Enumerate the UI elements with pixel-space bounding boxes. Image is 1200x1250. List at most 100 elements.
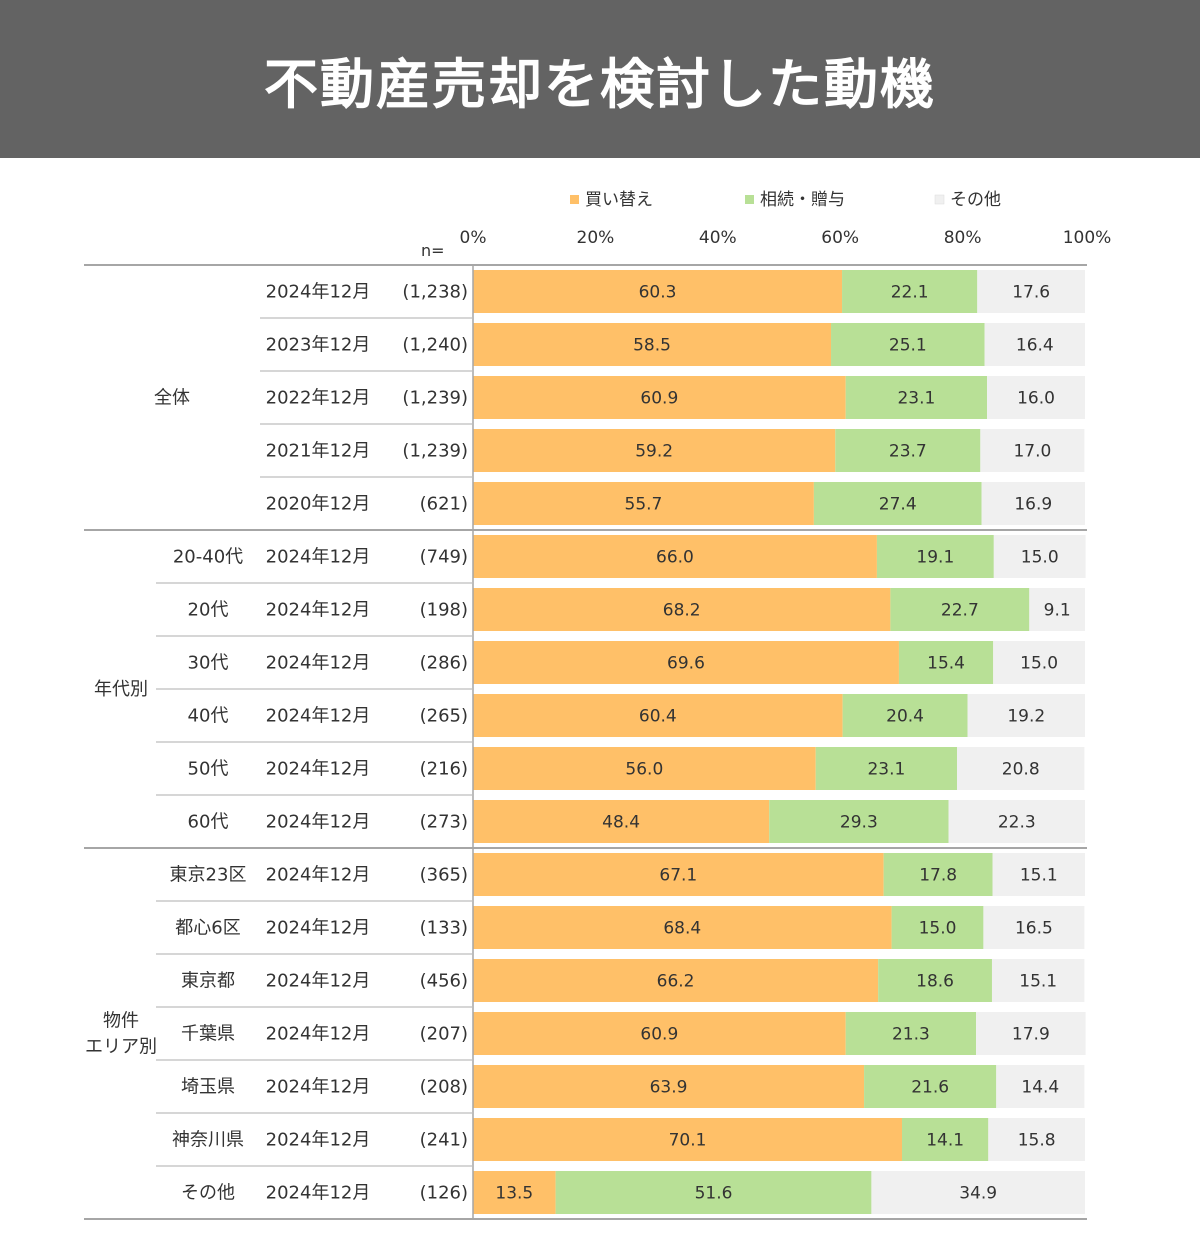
survey-date: 2024年12月 [266,1077,371,1098]
bar-segment [473,482,814,525]
bar-segment [473,429,836,472]
bar-segment [473,959,879,1002]
row-category: 20-40代 [173,547,243,568]
bar-segment [845,376,988,419]
bar-segment [769,800,949,843]
bar-value-label: 25.1 [889,336,927,356]
survey-date: 2024年12月 [266,653,371,674]
n-count: (749) [420,547,468,568]
bar-value-label: 23.1 [867,760,905,780]
row-category: 埼玉県 [181,1077,235,1098]
bar-segment [988,1118,1085,1161]
bar-value-label: 29.3 [840,813,878,833]
bar-segment [473,747,816,790]
bar-segment [473,588,891,631]
bar-value-label: 15.4 [927,654,965,674]
bar-segment [473,1118,903,1161]
bar-value-label: 34.9 [959,1184,997,1204]
n-label: n= [421,241,445,260]
survey-date: 2024年12月 [266,971,371,992]
x-tick-label: 40% [699,228,737,248]
bar-segment [883,853,993,896]
n-count: (1,239) [402,388,468,409]
legend-swatch [934,194,945,205]
bar-segment [473,535,877,578]
page-title: 不動産売却を検討した動機 [264,52,936,116]
bar-segment [981,482,1085,525]
bar-value-label: 15.0 [1021,548,1059,568]
legend-swatch [570,195,579,204]
bar-segment [977,270,1085,313]
row-category: 都心6区 [175,918,240,939]
survey-date: 2024年12月 [266,600,371,621]
bar-value-label: 16.0 [1017,389,1055,409]
row-category: 50代 [188,759,229,780]
bar-segment [967,694,1085,737]
bar-segment [473,906,892,949]
row-category: 30代 [188,653,229,674]
legend-label: その他 [950,190,1001,210]
bar-value-label: 16.5 [1015,919,1053,939]
n-count: (273) [420,812,468,833]
bar-value-label: 60.9 [640,389,678,409]
survey-date: 2024年12月 [266,1130,371,1151]
group-label: エリア別 [85,1037,157,1058]
n-count: (208) [420,1077,468,1098]
bar-value-label: 70.1 [669,1131,707,1151]
survey-date: 2024年12月 [266,865,371,886]
bar-value-label: 58.5 [633,336,671,356]
bar-value-label: 27.4 [879,495,917,515]
bar-value-label: 21.6 [911,1078,949,1098]
x-tick-label: 20% [577,228,615,248]
bar-segment [473,270,843,313]
bar-segment [948,800,1085,843]
bar-value-label: 15.0 [1020,654,1058,674]
legend-swatch [745,195,754,204]
bar-segment [1029,588,1085,631]
survey-date: 2022年12月 [266,388,371,409]
bar-value-label: 17.0 [1013,442,1051,462]
bar-value-label: 19.1 [916,548,954,568]
bar-value-label: 63.9 [650,1078,688,1098]
survey-date: 2021年12月 [266,441,371,462]
bar-value-label: 21.3 [892,1025,930,1045]
n-count: (1,238) [402,282,468,303]
legend-label: 買い替え [585,190,653,210]
bar-value-label: 16.9 [1014,495,1052,515]
n-count: (1,240) [402,335,468,356]
bar-segment [473,853,884,896]
bar-segment [993,535,1086,578]
bar-value-label: 60.4 [639,707,677,727]
bar-value-label: 19.2 [1007,707,1045,727]
bar-segment [902,1118,989,1161]
n-count: (456) [420,971,468,992]
bar-segment [871,1171,1085,1214]
x-tick-label: 80% [944,228,982,248]
bar-segment [891,906,984,949]
x-tick-label: 100% [1063,228,1112,248]
bar-segment [842,694,968,737]
survey-date: 2024年12月 [266,759,371,780]
bar-segment [898,641,994,684]
bar-value-label: 14.4 [1021,1078,1059,1098]
legend-label: 相続・贈与 [760,190,845,210]
bar-value-label: 13.5 [495,1184,533,1204]
bar-value-label: 14.1 [926,1131,964,1151]
bar-segment [473,1065,865,1108]
n-count: (1,239) [402,441,468,462]
bar-segment [813,482,982,525]
bar-value-label: 20.8 [1002,760,1040,780]
n-count: (286) [420,653,468,674]
row-category: 東京23区 [170,865,247,886]
bar-segment [987,376,1085,419]
survey-date: 2024年12月 [266,282,371,303]
n-count: (126) [420,1183,468,1204]
bar-value-label: 68.2 [663,601,701,621]
bar-segment [831,323,985,366]
bar-segment [991,959,1085,1002]
n-count: (365) [420,865,468,886]
bar-segment [992,853,1085,896]
bar-value-label: 69.6 [667,654,705,674]
bar-value-label: 17.6 [1012,283,1050,303]
bar-value-label: 60.9 [640,1025,678,1045]
